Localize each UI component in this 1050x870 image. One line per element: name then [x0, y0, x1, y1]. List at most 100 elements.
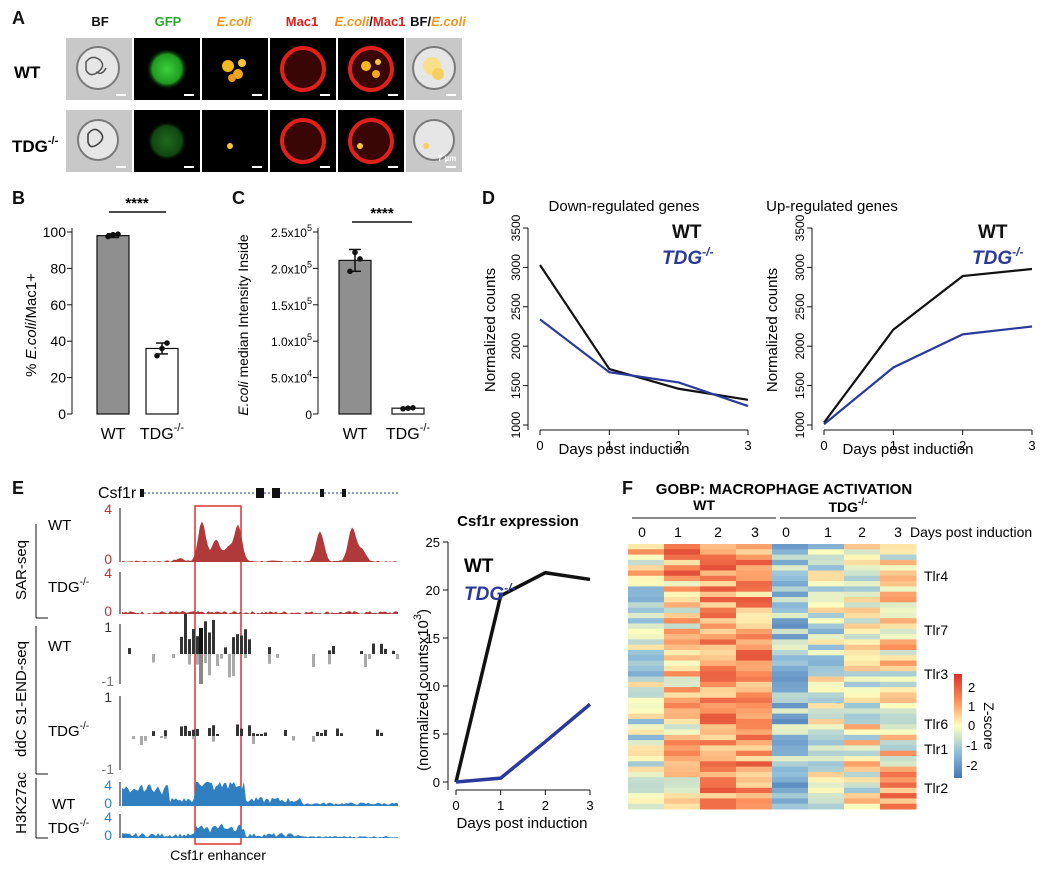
heatmap-cell	[700, 607, 737, 614]
heatmap-cell	[844, 761, 881, 768]
ddc-tdg-min: -1	[102, 761, 115, 777]
heatmap-cell	[772, 750, 809, 757]
ddc-tdg-bar	[336, 728, 339, 736]
heatmap-cell	[736, 745, 773, 752]
heatmap-cell	[808, 787, 845, 794]
heatmap-cell	[700, 634, 737, 640]
heatmap-cell	[808, 782, 845, 789]
heatmap-cell	[736, 750, 773, 757]
e-row-ddc-tdg: TDG-/-	[48, 721, 89, 740]
heatmap-cell	[736, 602, 773, 609]
ddc-wt-bar	[204, 654, 207, 664]
ddc-tdg-bar	[184, 725, 187, 736]
heatmap-cell	[772, 549, 809, 556]
d-up-ytick-label: 2500	[793, 293, 807, 320]
heatmap-cell	[844, 597, 881, 603]
f-cbar-tick: 0	[968, 718, 975, 733]
heatmap-cell	[880, 634, 917, 640]
heatmap-cell	[772, 639, 809, 646]
heatmap-cell	[808, 639, 845, 646]
heatmap-cell	[844, 655, 881, 662]
heatmap-cell	[628, 787, 665, 794]
heatmap-cell	[844, 618, 881, 624]
ddc-tdg-bar	[316, 731, 319, 736]
heatmap-cell	[772, 618, 809, 624]
heatmap-cell	[736, 544, 773, 550]
heatmap-cell	[736, 713, 773, 720]
heatmap-cell	[844, 750, 881, 757]
d-up-axes: 1000 1500 2000 2500 3000 3500 0 1 2 3	[793, 214, 1036, 453]
heatmap-cell	[808, 692, 845, 699]
heatmap-cell	[880, 570, 917, 577]
e-expr-ytick-label: 5	[433, 727, 440, 742]
c-data-point	[347, 268, 353, 275]
heatmap-cell	[664, 554, 701, 561]
heatmap-cell	[736, 697, 773, 704]
heatmap-cell	[808, 766, 845, 773]
heatmap-cell	[736, 718, 773, 725]
heatmap-cell	[700, 618, 737, 624]
heatmap-cell	[628, 771, 665, 778]
c-ytick-label: 5.0x104	[271, 369, 312, 386]
f-day: 2	[714, 524, 722, 540]
heatmap-cell	[736, 591, 773, 598]
heatmap-cell	[664, 724, 701, 730]
heatmap-cell	[700, 544, 737, 550]
row-label-wt: WT	[14, 63, 41, 82]
e-expr-xlabel: Days post induction	[457, 815, 588, 832]
ddc-wt-bar	[128, 648, 131, 654]
heatmap-cell	[880, 771, 917, 778]
heatmap-cell	[844, 697, 881, 704]
heatmap-cell	[880, 708, 917, 715]
heatmap-cell	[736, 771, 773, 778]
heatmap-cell	[808, 544, 845, 550]
heatmap-cell	[628, 713, 665, 720]
heatmap-cell	[772, 660, 809, 667]
heatmap-cell	[772, 740, 809, 746]
heatmap-cell	[664, 644, 701, 651]
f-day: 0	[782, 524, 790, 540]
heatmap-cell	[772, 628, 809, 635]
heatmap-cell	[700, 750, 737, 757]
heatmap-cell	[880, 681, 917, 688]
heatmap-cell	[880, 750, 917, 757]
ddc-tdg-bar	[376, 729, 379, 736]
heatmap-cell	[772, 650, 809, 656]
heatmap-cell	[844, 745, 881, 752]
e-row-h3-wt: WT	[52, 796, 75, 813]
heatmap-cell	[808, 703, 845, 709]
e-expr-ytick-label: 15	[426, 631, 440, 646]
heatmap-cell	[664, 639, 701, 646]
heatmap-cell	[700, 559, 737, 566]
heatmap-cell	[844, 549, 881, 556]
heatmap-cell	[844, 787, 881, 794]
heatmap-cell	[772, 734, 809, 741]
enhancer-label: Csf1r enhancer	[170, 847, 266, 863]
ddc-tdg-bar	[260, 733, 263, 736]
row-label-tdg: TDG-/-	[12, 135, 59, 156]
b-ytick-label: 80	[50, 260, 66, 276]
heatmap-cell	[700, 623, 737, 630]
heatmap-cell	[808, 718, 845, 725]
tdg-bf-tile	[66, 110, 132, 172]
heatmap-cell	[700, 660, 737, 667]
ddc-wt-bar	[208, 654, 211, 676]
heatmap-cell	[664, 766, 701, 773]
heatmap-cell	[808, 602, 845, 609]
heatmap-cell	[700, 798, 737, 805]
heatmap-cell	[772, 681, 809, 688]
heatmap-cell	[880, 607, 917, 614]
panel-label-a: A	[12, 8, 25, 28]
panel-e-tracks: Csf1r Csf1r enhancer SAR-seq ddC S1-END-…	[13, 485, 399, 863]
heatmap-cell	[844, 570, 881, 577]
heatmap-cell	[880, 665, 917, 672]
heatmap-cell	[808, 756, 845, 762]
heatmap-cell	[736, 581, 773, 587]
sar-tdg-max: 4	[104, 565, 112, 581]
heatmap-cell	[664, 777, 701, 783]
e-expr-series-tdg	[455, 702, 592, 784]
heatmap-cell	[880, 650, 917, 656]
heatmap-cell	[844, 554, 881, 561]
heatmap-cell	[880, 692, 917, 699]
heatmap-cell	[772, 607, 809, 614]
